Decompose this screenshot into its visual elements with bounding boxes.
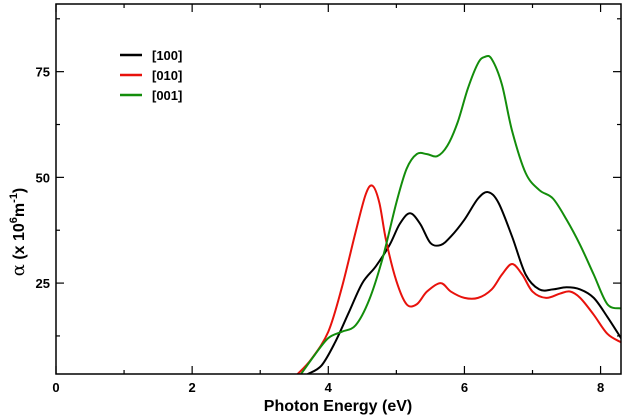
y-axis-exp1: 6 <box>8 217 20 223</box>
y-axis-symbol: α <box>8 264 29 276</box>
ticks-layer <box>55 4 621 374</box>
series-line-001 <box>300 54 621 374</box>
x-tick-label: 8 <box>597 380 604 395</box>
legend-label: [001] <box>152 88 182 103</box>
y-axis-exp2: -1 <box>8 193 20 203</box>
x-tick-label: 2 <box>189 380 196 395</box>
y-tick-label: 50 <box>36 170 50 185</box>
x-tick-label: 4 <box>325 380 333 395</box>
y-tick-label: 25 <box>36 276 50 291</box>
legend-label: [100] <box>152 48 182 63</box>
series-line-010 <box>296 184 621 374</box>
legend: [100] [010] [001] <box>120 48 182 103</box>
series-layer <box>296 54 621 374</box>
y-axis-title: α (x 106m-1) <box>8 188 29 277</box>
plot-frame <box>55 3 622 375</box>
y-axis-prefix: (x 10 <box>11 223 28 264</box>
x-axis-title: Photon Energy (eV) <box>264 398 412 415</box>
y-tick-label: 75 <box>36 65 50 80</box>
x-tick-label: 0 <box>52 380 59 395</box>
series-line-100 <box>306 191 621 374</box>
y-axis-mid: m <box>11 203 28 217</box>
x-tick-label: 6 <box>461 380 468 395</box>
tick-labels-layer: 0 2 4 6 8 25 50 75 <box>36 65 605 395</box>
y-axis-suffix: ) <box>11 188 28 193</box>
legend-label: [010] <box>152 68 182 83</box>
